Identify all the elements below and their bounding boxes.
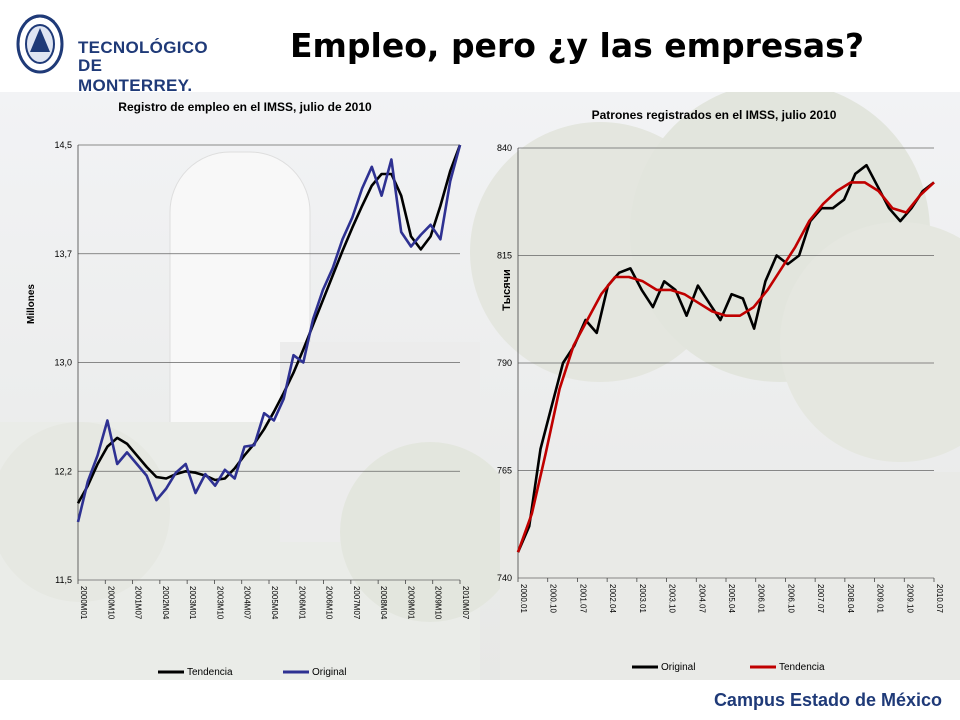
y-tick-label: 13,7 (54, 249, 72, 259)
y-tick-label: 840 (497, 143, 512, 153)
x-tick-labels: 2000.01 2000.10 2001.07 2002.04 2003.01 2003.… (519, 584, 944, 613)
legend-label-original: Original (661, 662, 695, 673)
y-tick-label: 740 (497, 573, 512, 583)
chart-title: Patrones registrados en el IMSS, julio 2… (592, 108, 837, 122)
x-tick-label: 2004.07 (697, 584, 706, 613)
y-tick-label: 14,5 (54, 140, 72, 150)
chart-title: Registro de empleo en el IMSS, julio de … (118, 100, 372, 114)
series-line-tendencia (76, 144, 462, 504)
legend-label-tendencia: Tendencia (779, 662, 825, 673)
slide-footer: Campus Estado de México (0, 680, 960, 720)
x-tick-label: 2007M07 (352, 586, 361, 620)
x-tick-label: 2005.04 (727, 584, 736, 613)
x-tick-label: 2008M04 (379, 586, 388, 620)
y-tick-label: 13,0 (54, 358, 72, 368)
x-tick-label: 2001.07 (578, 584, 587, 613)
x-tick-label: 2006M01 (297, 586, 306, 620)
series-line-original (516, 163, 935, 553)
y-tick-labels: 740 765 790 815 840 (497, 143, 512, 583)
seal-icon (16, 14, 64, 74)
x-tick-label: 2002.04 (608, 584, 617, 613)
x-tick-label: 2009.10 (905, 584, 914, 613)
tec-logo: TECNOLÓGICO DE MONTERREY. (14, 8, 214, 95)
x-tick-label: 2002M04 (161, 586, 170, 620)
y-tick-label: 815 (497, 251, 512, 261)
gridlines (517, 147, 935, 582)
y-tick-label: 765 (497, 466, 512, 476)
x-tick-label: 2003M10 (215, 586, 224, 620)
x-tick-label: 2000M10 (106, 586, 115, 620)
x-tick-label: 2006.01 (757, 584, 766, 613)
slide-header: TECNOLÓGICO DE MONTERREY. Empleo, pero ¿… (0, 0, 960, 95)
logo-text-line1: TECNOLÓGICO (78, 38, 208, 57)
x-tick-label: 2009M10 (434, 586, 443, 620)
y-axis-label: Тысячи (501, 269, 513, 311)
x-tick-label: 2008.04 (846, 584, 855, 613)
x-tick-label: 2010.07 (935, 584, 944, 613)
y-tick-label: 11,5 (55, 575, 72, 585)
x-tick-label: 2006M10 (325, 586, 334, 620)
x-tick-label: 2004M07 (243, 586, 252, 620)
legend: Tendencia Original (158, 667, 346, 678)
series-lines (516, 163, 935, 553)
y-axis-label: Millones (26, 284, 37, 324)
legend-label-original: Original (312, 667, 346, 678)
x-tick-label: 2010M07 (461, 586, 470, 620)
gridlines (77, 144, 461, 584)
x-tick-label: 2009M01 (406, 586, 415, 620)
x-tick-label: 2007.07 (816, 584, 825, 613)
series-line-original (76, 144, 462, 523)
x-tick-label: 2003.10 (668, 584, 677, 613)
x-tick-labels: 2000M01 2000M10 2001M07 2002M04 2003M01 2003M… (79, 586, 470, 620)
logo-text-line2: DE MONTERREY. (78, 56, 193, 95)
x-tick-label: 2003.01 (638, 584, 647, 613)
x-tick-label: 2006.10 (786, 584, 795, 613)
y-tick-label: 12,2 (54, 466, 72, 476)
x-tick-label: 2009.01 (876, 584, 885, 613)
y-tick-labels: 11,5 12,2 13,0 13,7 14,5 (54, 140, 72, 585)
y-tick-label: 790 (497, 358, 512, 368)
x-tick-label: 2005M04 (270, 586, 279, 620)
legend-label-tendencia: Tendencia (187, 667, 233, 678)
series-line-tendencia (516, 181, 935, 553)
page-title: Empleo, pero ¿y las empresas? (290, 26, 864, 65)
x-tick-label: 2000.10 (549, 584, 558, 613)
x-tick-label: 2000.01 (519, 584, 528, 613)
x-tick-label: 2001M07 (134, 586, 143, 620)
series-lines (76, 144, 462, 523)
x-tick-label: 2003M01 (188, 586, 197, 620)
campus-label: Campus Estado de México (713, 690, 942, 710)
legend: Original Tendencia (632, 662, 825, 673)
x-tick-label: 2000M01 (79, 586, 88, 620)
